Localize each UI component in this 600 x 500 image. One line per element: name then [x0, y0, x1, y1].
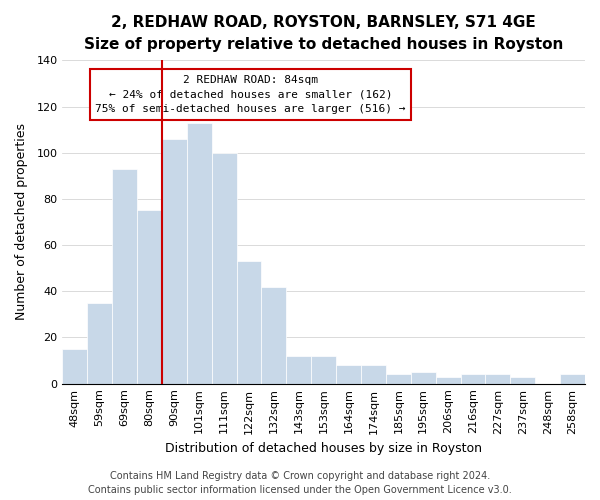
Bar — [436, 377, 461, 384]
Bar — [286, 356, 311, 384]
Bar — [262, 286, 286, 384]
Text: Contains HM Land Registry data © Crown copyright and database right 2024.
Contai: Contains HM Land Registry data © Crown c… — [88, 471, 512, 495]
Bar — [411, 372, 436, 384]
Bar — [361, 365, 386, 384]
Bar — [87, 303, 112, 384]
Bar — [336, 365, 361, 384]
Bar — [311, 356, 336, 384]
Bar — [236, 262, 262, 384]
Bar — [212, 152, 236, 384]
Bar — [485, 374, 511, 384]
Bar — [62, 349, 87, 384]
X-axis label: Distribution of detached houses by size in Royston: Distribution of detached houses by size … — [165, 442, 482, 455]
Text: 2 REDHAW ROAD: 84sqm
← 24% of detached houses are smaller (162)
75% of semi-deta: 2 REDHAW ROAD: 84sqm ← 24% of detached h… — [95, 75, 406, 114]
Title: 2, REDHAW ROAD, ROYSTON, BARNSLEY, S71 4GE
Size of property relative to detached: 2, REDHAW ROAD, ROYSTON, BARNSLEY, S71 4… — [84, 15, 563, 52]
Bar — [386, 374, 411, 384]
Bar — [162, 139, 187, 384]
Bar — [511, 377, 535, 384]
Bar — [112, 169, 137, 384]
Bar — [560, 374, 585, 384]
Bar — [187, 122, 212, 384]
Bar — [461, 374, 485, 384]
Y-axis label: Number of detached properties: Number of detached properties — [15, 124, 28, 320]
Bar — [137, 210, 162, 384]
